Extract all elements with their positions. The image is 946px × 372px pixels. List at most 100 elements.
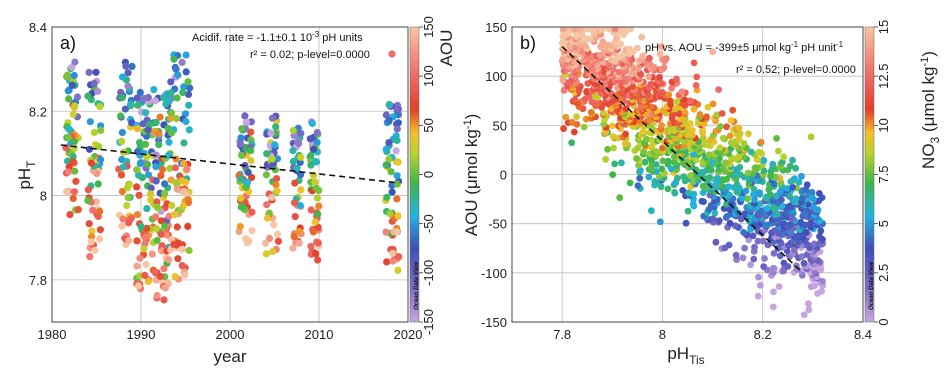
panel-a-point	[238, 151, 246, 159]
panel-b-point	[798, 194, 806, 202]
panel-b-point	[686, 97, 694, 105]
panel-a-point	[73, 93, 82, 101]
panel-b-point	[726, 132, 734, 140]
panel-a-colorbar-tick-label: 0	[421, 171, 436, 178]
panel-a-point	[168, 201, 176, 210]
panel-a-point	[118, 128, 126, 137]
panel-b-point	[773, 135, 780, 142]
panel-b-point	[769, 303, 777, 311]
panel-b-point	[660, 64, 668, 71]
panel-a-point	[291, 179, 299, 187]
panel-a-point	[174, 255, 182, 263]
panel-b-point	[681, 96, 688, 104]
panel-a-point	[134, 282, 143, 290]
panel-b-point	[725, 183, 733, 191]
panel-b-point	[568, 139, 576, 147]
panel-b-point	[610, 66, 617, 73]
panel-a-point	[248, 227, 256, 235]
panel-a-point	[118, 222, 126, 230]
panel-b-point	[648, 136, 655, 144]
panel-b-odv-watermark: Ocean Data View	[869, 262, 875, 310]
panel-b-point	[626, 179, 634, 187]
panel-b-point	[573, 113, 580, 121]
panel-b-point	[690, 190, 698, 198]
panel-a-point	[68, 81, 76, 89]
panel-b-point	[664, 185, 672, 193]
panel-a-point	[166, 164, 174, 172]
panel-b-point	[729, 106, 737, 114]
panel-a-point	[395, 253, 403, 261]
panel-b-point	[656, 50, 664, 58]
panel-b-point	[653, 161, 660, 168]
panel-a-point	[122, 62, 130, 70]
panel-a-point	[161, 222, 169, 230]
panel-b-point	[699, 182, 707, 190]
panel-a-point	[71, 102, 79, 110]
panel-a-point	[262, 250, 270, 258]
panel-a-point	[185, 101, 193, 109]
panel-a-point	[68, 63, 76, 71]
panel-b-point	[582, 115, 590, 123]
panel-b-point	[679, 187, 687, 194]
panel-a-point	[244, 178, 252, 186]
panel-a-xtick-label: 2020	[394, 327, 423, 342]
panel-b-point	[636, 174, 644, 182]
panel-a-point	[144, 171, 153, 179]
panel-a-ticks: 1980 1990 2000 2010 2020 7.8 8 8.2 8.4	[29, 20, 423, 342]
panel-b-point	[671, 188, 678, 196]
panel-a-point	[178, 262, 186, 270]
panel-a-point	[315, 202, 323, 210]
panel-b-ytick-label: 100	[485, 69, 507, 84]
panel-b-point	[678, 88, 686, 96]
panel-a-point	[124, 193, 132, 202]
panel-b-point	[627, 27, 634, 33]
panel-a-ytick-label: 8.4	[29, 20, 47, 35]
panel-b-point	[562, 113, 570, 121]
panel-b-colorbar-ticks: 0 2.5 5 7.5 10 12.5 15	[874, 20, 891, 326]
panel-a-point	[172, 115, 180, 123]
panel-a-point	[134, 148, 142, 156]
panel-a-point	[296, 202, 304, 210]
panel-a-point	[71, 58, 79, 66]
panel-b-point	[797, 218, 805, 226]
panel-b-xtick-label: 7.8	[553, 327, 571, 342]
panel-a-point	[181, 271, 189, 279]
panel-b-point	[604, 145, 611, 153]
panel-a-point	[133, 183, 141, 191]
panel-b-point	[617, 40, 625, 48]
panel-a-point	[394, 266, 402, 274]
panel-a-point	[158, 242, 166, 250]
panel-a-colorbar-tick-label: 150	[421, 16, 436, 38]
panel-a-point	[119, 163, 127, 171]
panel-a-point	[273, 175, 281, 183]
panel-a-point	[248, 173, 256, 182]
panel-a-point	[152, 163, 160, 171]
panel-b-point	[740, 140, 748, 147]
panel-a-point	[128, 62, 136, 70]
panel-a-colorbar-ticks: -150 -100 -50 0 50 100 150	[419, 16, 436, 335]
panel-a-legend-marker	[388, 50, 396, 58]
panel-a-point	[382, 145, 390, 153]
panel-b-point	[566, 43, 574, 51]
panel-a-point	[144, 126, 152, 134]
panel-b-point	[722, 159, 730, 167]
panel-a-point	[185, 246, 193, 255]
panel-a-point	[124, 184, 132, 192]
panel-b-point	[709, 100, 717, 108]
panel-b-colorbar-tick-label: 5	[876, 220, 891, 227]
panel-b-point	[770, 264, 777, 272]
panel-a-point	[118, 137, 126, 145]
panel-a-point	[184, 222, 192, 230]
panel-b-xtick-label: 8	[659, 327, 666, 342]
panel-a-point	[158, 165, 167, 174]
panel-a-point	[393, 136, 401, 144]
panel-b-point	[616, 194, 624, 202]
panel-a-point	[85, 220, 93, 228]
panel-b-point	[775, 283, 783, 290]
panel-b-point	[651, 178, 659, 185]
panel-b-point	[658, 122, 665, 129]
panel-b-points	[558, 27, 827, 319]
panel-a-point	[66, 211, 74, 219]
panel-b-point	[590, 27, 598, 33]
panel-b-point	[674, 174, 681, 182]
